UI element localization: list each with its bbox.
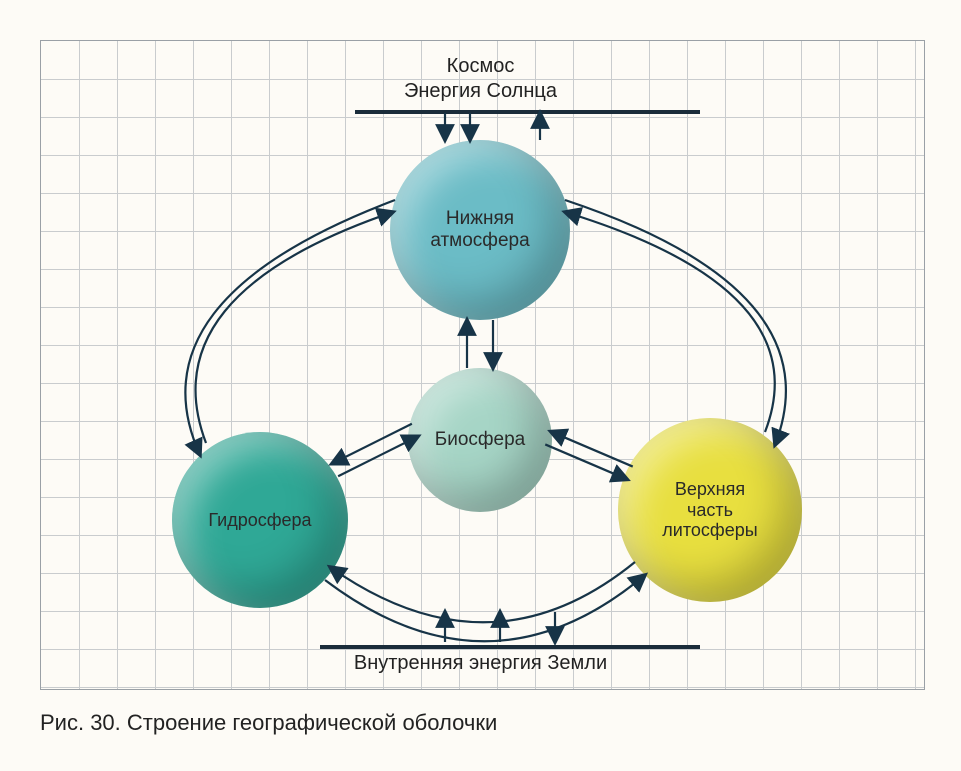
sphere-lithosphere-line3: литосферы xyxy=(662,520,757,540)
sphere-lithosphere-line1: Верхняя xyxy=(675,479,745,499)
label-earth-energy: Внутренняя энергия Земли xyxy=(0,652,961,675)
bottom-bar xyxy=(320,645,700,649)
figure-caption: Рис. 30. Строение географической оболочк… xyxy=(40,710,497,736)
top-bar xyxy=(355,110,700,114)
sphere-hydrosphere-label: Гидросфера xyxy=(208,510,311,531)
sphere-hydrosphere: Гидросфера xyxy=(172,432,348,608)
sphere-lithosphere-line2: часть xyxy=(687,500,733,520)
sphere-atmosphere-line2: атмосфера xyxy=(430,230,529,251)
sphere-atmosphere: Нижняя атмосфера xyxy=(390,140,570,320)
sphere-biosphere-label: Биосфера xyxy=(435,429,525,451)
sphere-lithosphere: Верхняя часть литосферы xyxy=(618,418,802,602)
label-sun-energy: Энергия Солнца xyxy=(0,80,961,103)
diagram-grid xyxy=(40,40,925,690)
label-cosmos: Космос xyxy=(0,55,961,78)
sphere-biosphere: Биосфера xyxy=(408,368,552,512)
sphere-atmosphere-line1: Нижняя xyxy=(446,208,514,229)
